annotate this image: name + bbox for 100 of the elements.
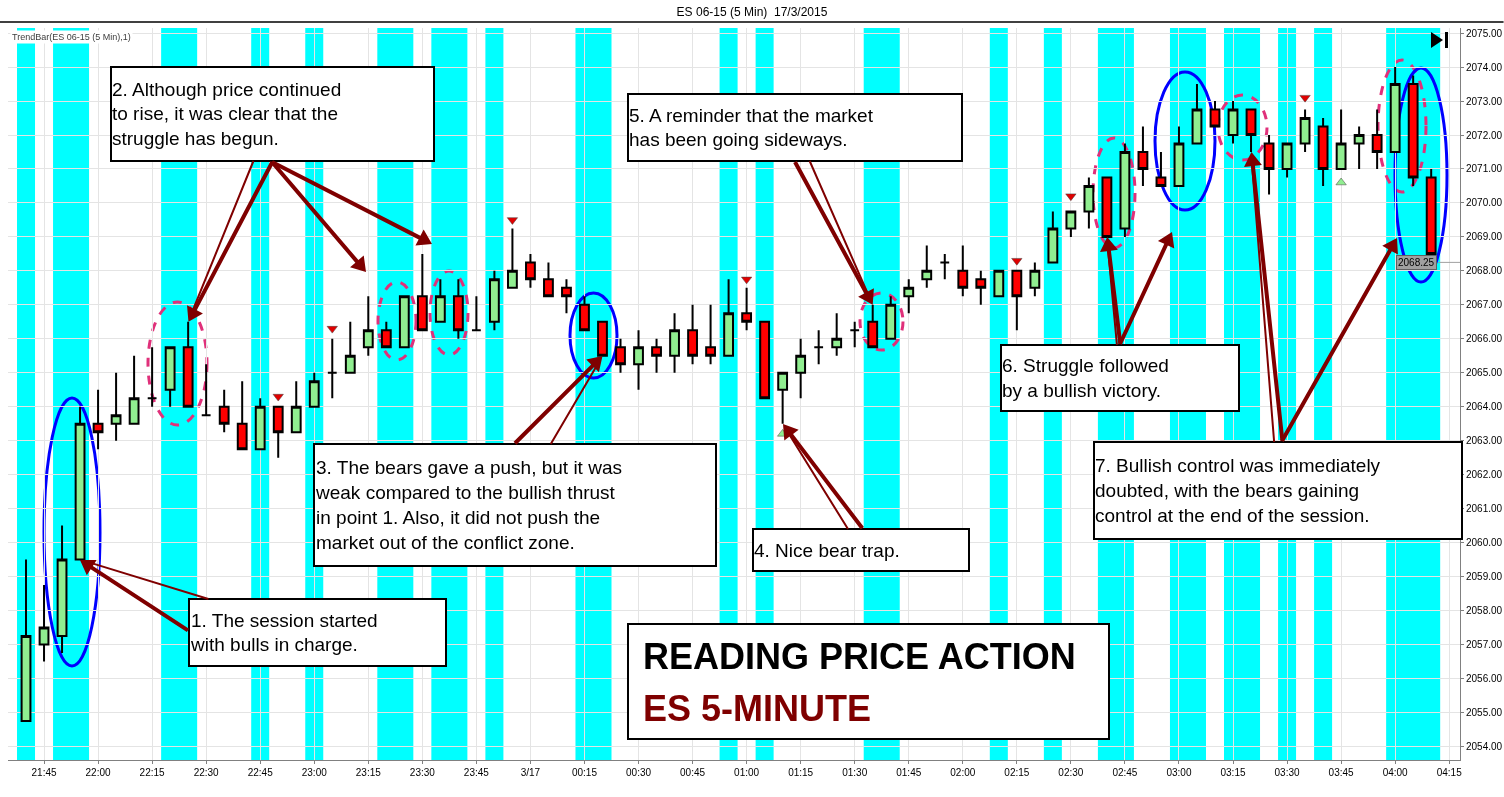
x-tick-label: 03:15 [1220, 767, 1246, 778]
candlestick [416, 252, 428, 332]
candlestick [1281, 142, 1293, 179]
candlestick [1209, 100, 1221, 128]
y-tick-label: 2063.00 [1466, 435, 1503, 447]
candlestick [110, 371, 122, 442]
candlestick [1119, 142, 1131, 238]
annotation: READING PRICE ACTION [643, 635, 1077, 679]
candlestick [1299, 108, 1311, 153]
y-tick-label: 2058.00 [1466, 605, 1503, 617]
heading-box: READING PRICE ACTION ES 5-MINUTE [627, 623, 1110, 740]
candlestick [651, 337, 662, 374]
candlestick [633, 329, 644, 391]
candlestick [308, 371, 320, 408]
y-tick-label: 2066.00 [1466, 333, 1503, 345]
x-tick-label: 3/17 [520, 767, 541, 778]
annotation: TrendBar(ES 06-15 (5 Min),1) [12, 32, 131, 42]
candlestick [56, 524, 68, 654]
y-tick-label: 2065.00 [1466, 367, 1503, 379]
candlestick [398, 295, 410, 349]
candlestick [687, 303, 698, 366]
x-tick-label: 03:30 [1274, 767, 1301, 778]
y-tick-label: 2074.00 [1466, 61, 1503, 73]
x-tick-label: 23:00 [301, 767, 328, 778]
candlestick [146, 346, 158, 408]
candlestick [1101, 176, 1113, 238]
candlestick [254, 397, 266, 451]
candlestick [597, 320, 608, 357]
candlestick [236, 380, 248, 451]
x-tick-label: 00:15 [571, 767, 598, 778]
annotation: 1. The session started with bulls in charge. [190, 609, 378, 656]
candlestick [741, 286, 753, 332]
y-tick-label: 2054.00 [1466, 740, 1503, 752]
y-tick-label: 2073.00 [1466, 95, 1503, 107]
candlestick [1317, 117, 1329, 187]
candlestick [543, 261, 554, 298]
chart-title: ES 06-15 (5 Min) 17/3/2015 [676, 5, 828, 20]
x-tick-label: 22:45 [247, 767, 274, 778]
candlestick [74, 405, 86, 561]
candlestick [705, 303, 716, 366]
candlestick [344, 320, 356, 374]
candlestick [272, 405, 284, 459]
annotation: ES 5-MINUTE [643, 687, 873, 731]
ref-line-label: 2068.25 [1398, 257, 1435, 268]
candlestick [470, 295, 482, 332]
y-tick-label: 2060.00 [1466, 537, 1503, 549]
annotation: 5. A reminder that the market has been going sideways. [629, 104, 874, 151]
y-tick-label: 2057.00 [1466, 639, 1503, 651]
y-tick-label: 2070.00 [1466, 197, 1503, 209]
y-tick-label: 2068.00 [1466, 265, 1503, 277]
candlestick [813, 329, 825, 366]
x-tick-label: 01:45 [896, 767, 922, 778]
annotation: 3. The bears gave a push, but it was weak compared to the bullish thrust in point 1. Also, it did not push the market out of the conflict zone. [315, 457, 622, 553]
y-tick-label: 2072.00 [1466, 129, 1503, 141]
y-tick-label: 2071.00 [1466, 163, 1503, 175]
candlestick [434, 278, 446, 323]
candlestick [1389, 66, 1401, 153]
x-tick-label: 04:15 [1436, 767, 1463, 778]
candlestick [488, 269, 500, 332]
x-tick-label: 03:00 [1166, 767, 1192, 778]
x-tick-label: 22:00 [85, 767, 112, 778]
candlestick [579, 295, 590, 332]
candlestick [200, 363, 212, 417]
x-tick-label: 02:30 [1058, 767, 1084, 778]
candlestick [903, 278, 915, 315]
y-tick-label: 2067.00 [1466, 299, 1503, 311]
candlestick [939, 252, 951, 281]
candlestick [362, 295, 374, 357]
candlestick [1011, 269, 1023, 332]
x-tick-label: 22:15 [139, 767, 166, 778]
candlestick [128, 354, 140, 425]
y-tick-label: 2075.00 [1466, 27, 1503, 39]
candlestick [795, 337, 807, 400]
x-tick-label: 00:45 [680, 767, 706, 778]
candlestick [1335, 108, 1347, 170]
candlestick [1227, 100, 1239, 145]
candlestick [957, 244, 969, 298]
candlestick [1083, 176, 1095, 230]
candlestick [1245, 108, 1257, 153]
annotation: 4. Nice bear trap. [754, 539, 900, 561]
candlestick [326, 337, 338, 400]
candlestick [759, 320, 771, 400]
candlestick [777, 371, 789, 425]
y-tick-label: 2061.00 [1466, 503, 1503, 515]
x-tick-label: 23:15 [355, 767, 382, 778]
candlestick [669, 312, 680, 374]
candlestick [1371, 108, 1383, 170]
y-tick-label: 2056.00 [1466, 672, 1503, 684]
candlestick [1065, 210, 1077, 238]
candlestick [380, 320, 392, 349]
annotation: 2. Although price continued to rise, it was clear that the struggle has begun. [112, 78, 342, 150]
candlestick [1173, 125, 1185, 187]
candlestick [867, 303, 879, 349]
candlestick [1191, 83, 1203, 145]
x-tick-label: 03:45 [1328, 767, 1355, 778]
x-tick-label: 21:45 [31, 767, 57, 778]
candlestick [20, 558, 32, 722]
x-tick-label: 00:30 [626, 767, 652, 778]
annotation: 6. Struggle followed by a bullish victory. [1002, 355, 1169, 401]
candlestick [507, 227, 518, 289]
